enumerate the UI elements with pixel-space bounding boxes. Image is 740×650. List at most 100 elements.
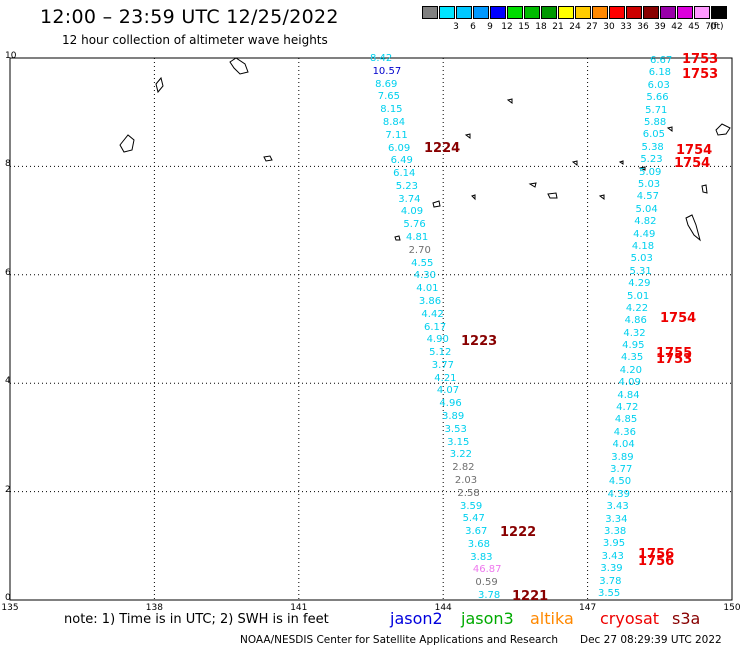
scale-swatch [643,6,659,19]
wave-height-value: 5.31 [629,265,652,277]
wave-height-value: 4.95 [622,340,645,352]
wave-height-value: 3.77 [610,464,633,476]
wave-height-value: 5.03 [630,253,653,265]
wave-height-value: 4.39 [607,488,630,500]
wave-height-value: 3.95 [602,538,626,550]
pass-time-label: 1223 [461,334,498,349]
wave-height-value: 6.18 [648,67,672,79]
coastline-outline [263,155,273,162]
mission-altika: altika [530,609,574,628]
wave-height-value: 3.78 [478,590,501,601]
latitude-tick-label: 6 [5,267,11,278]
wave-height-value: 3.67 [465,526,488,538]
scale-label: 9 [487,22,493,32]
scale-swatch [422,6,438,19]
pass-time-label: 1221 [512,589,549,604]
coastline-outline [506,98,513,104]
wave-height-value: 4.09 [400,206,424,218]
scale-label: 21 [552,22,564,32]
wave-height-value: 3.39 [600,563,623,575]
coastline-outline [464,133,471,139]
wave-height-value: 3.22 [449,449,472,461]
wave-height-value: 4.72 [616,402,639,414]
wave-height-value: 3.53 [444,423,467,435]
scale-label: 24 [569,22,581,32]
map-border [9,57,733,601]
scale-swatch [541,6,557,19]
wave-height-value: 4.18 [631,240,655,252]
wave-height-value: 2.03 [454,474,478,486]
wave-height-value: 4.90 [426,334,449,346]
wave-height-value: 3.15 [447,436,470,448]
wave-height-value: 3.83 [470,551,493,563]
wave-height-value: 4.35 [620,352,644,364]
scale-label: 30 [603,22,615,32]
wave-height-value: 5.66 [646,92,669,104]
wave-height-value: 4.42 [421,308,444,320]
scale-label: 12 [501,22,513,32]
wave-height-value: 5.03 [637,178,661,190]
wave-height-value: 0.59 [475,577,498,589]
latitude-tick-label: 0 [5,593,11,603]
page-title: 12:00 – 23:59 UTC 12/25/2022 [40,6,339,28]
wave-height-value: 6.67 [650,55,673,66]
pass-time-label: 1753 [656,352,693,367]
coastline-outline [394,235,401,241]
wave-height-value: 5.01 [627,290,650,302]
mission-cryosat: cryosat [600,609,660,628]
wave-height-value: 5.38 [641,141,664,153]
longitude-tick-label: 141 [290,603,308,613]
wave-height-value: 4.82 [634,216,657,228]
coastline-outline [471,194,476,201]
wave-height-value: 8.15 [380,104,403,116]
wave-height-value: 5.88 [643,116,667,128]
coastline-outline [571,160,578,166]
coastline-outline [119,134,135,153]
wave-height-value: 4.22 [625,302,649,314]
scale-swatch [711,6,727,19]
wave-height-value: 4.32 [623,327,646,339]
coastline-outline [666,126,673,132]
scale-label: 39 [654,22,666,32]
scale-swatch [677,6,693,19]
wave-height-value: 6.09 [388,142,411,154]
wave-height-value: 6.17 [424,321,447,333]
wave-height-value: 3.74 [398,193,421,205]
scale-label: 33 [620,22,632,32]
wave-height-value: 4.29 [628,278,651,290]
wave-height-value: 4.30 [413,270,436,282]
pass-time-label: 1224 [424,141,461,156]
coastline-outline [598,194,605,200]
wave-height-value: 4.96 [439,398,462,410]
wave-height-value: 4.81 [406,232,429,243]
mission-s3a: s3a [672,609,701,628]
pass-time-label: 1756 [638,547,675,562]
longitude-tick-label: 138 [145,603,163,613]
scale-swatch [660,6,676,19]
wave-height-value: 5.71 [645,104,668,116]
wave-height-value: 6.05 [642,129,665,141]
wave-height-value: 3.89 [611,451,634,463]
wave-height-value: 46.87 [472,564,502,576]
wave-height-value: 10.57 [372,65,402,77]
generation-timestamp: Dec 27 08:29:39 UTC 2022 [580,634,722,646]
wave-height-value: 6.03 [647,79,670,91]
pass-time-label: 1756 [638,554,675,569]
wave-height-value: 4.04 [612,439,635,451]
wave-height-value: 4.36 [613,426,636,438]
longitude-tick-label: 135 [1,603,19,613]
scale-label: 15 [518,22,530,32]
latitude-tick-label: 4 [5,376,11,387]
wave-height-value: 6.49 [390,155,413,167]
wave-height-value: 3.38 [604,526,627,538]
wave-height-value: 5.23 [395,180,418,192]
scale-swatch [592,6,608,19]
wave-height-value: 8.42 [370,53,393,64]
footnote: note: 1) Time is in UTC; 2) SWH is in fe… [64,612,329,627]
credit-line: NOAA/NESDIS Center for Satellite Applica… [240,634,558,646]
wave-height-value: 2.82 [452,462,475,474]
scale-swatch [490,6,506,19]
wave-height-value: 5.12 [429,347,452,359]
longitude-tick-label: 150 [723,603,740,613]
